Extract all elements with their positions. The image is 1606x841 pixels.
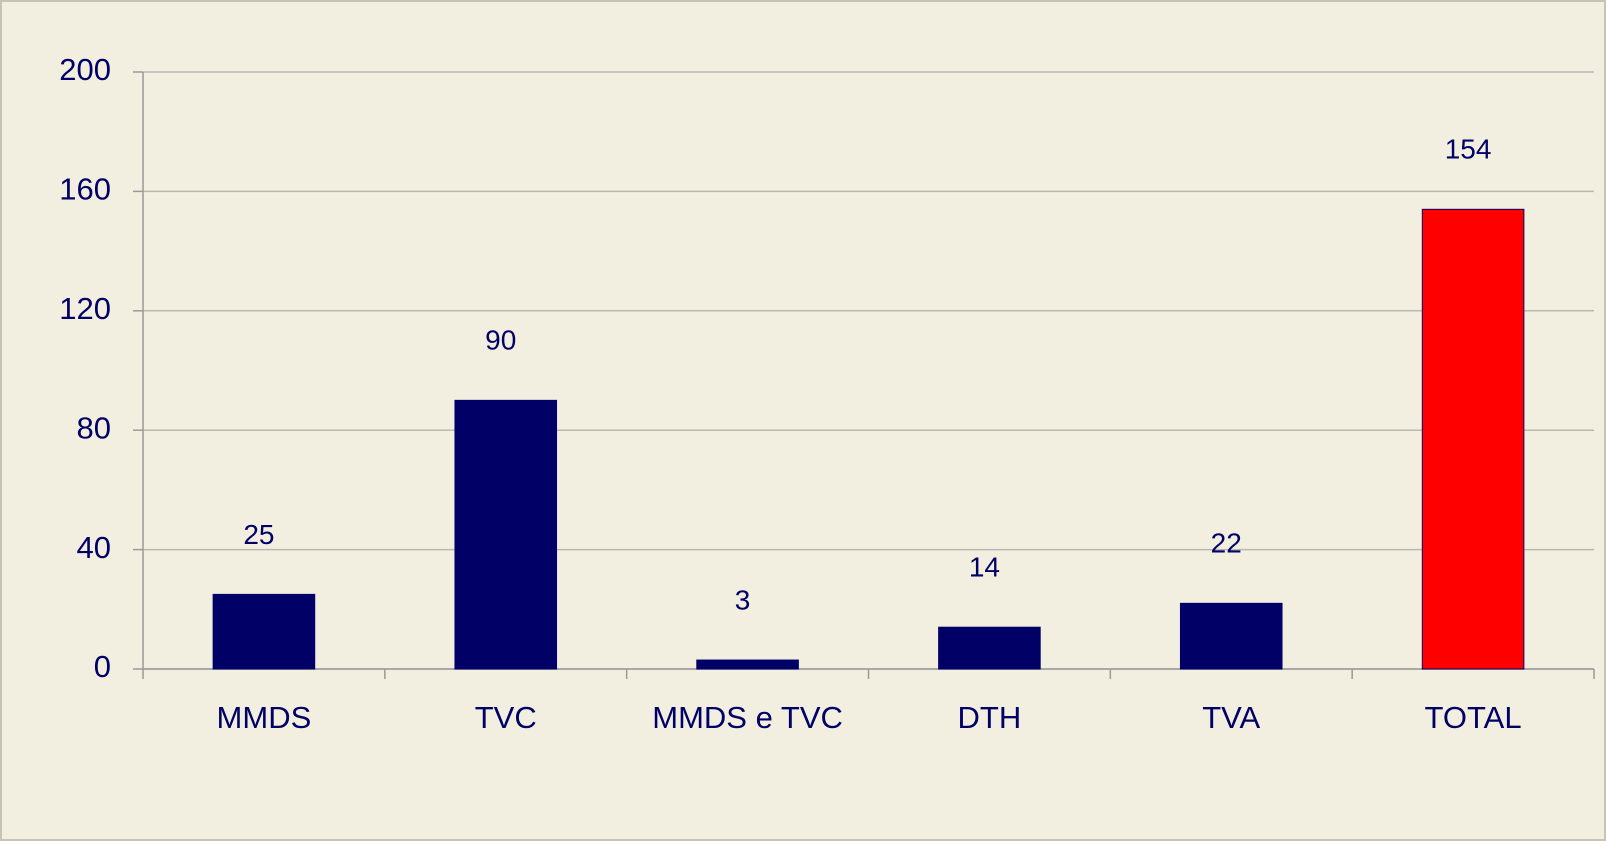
value-label: 22 bbox=[1211, 528, 1242, 559]
x-tick-label: TOTAL bbox=[1425, 700, 1522, 735]
bar bbox=[212, 593, 316, 670]
y-tick-label: 120 bbox=[59, 291, 111, 326]
x-tick-label: DTH bbox=[958, 700, 1022, 735]
y-tick-label: 160 bbox=[59, 172, 111, 207]
value-label: 25 bbox=[243, 519, 274, 550]
y-tick-label: 200 bbox=[59, 52, 111, 87]
x-tick-label: TVA bbox=[1202, 700, 1260, 735]
x-tick-label: TVC bbox=[475, 700, 537, 735]
x-tick-label: MMDS bbox=[217, 700, 312, 735]
value-label: 90 bbox=[485, 325, 516, 356]
bar bbox=[1421, 208, 1525, 670]
bar bbox=[454, 399, 558, 670]
y-tick-label: 0 bbox=[94, 649, 111, 684]
bar bbox=[696, 659, 799, 670]
y-tick-label: 40 bbox=[77, 530, 111, 565]
bar bbox=[938, 626, 1041, 670]
value-label: 14 bbox=[969, 552, 1000, 583]
bar bbox=[1179, 602, 1283, 670]
x-tick-label: MMDS e TVC bbox=[652, 700, 843, 735]
value-label: 154 bbox=[1445, 134, 1492, 165]
value-label: 3 bbox=[735, 584, 751, 615]
y-tick-label: 80 bbox=[77, 410, 111, 445]
